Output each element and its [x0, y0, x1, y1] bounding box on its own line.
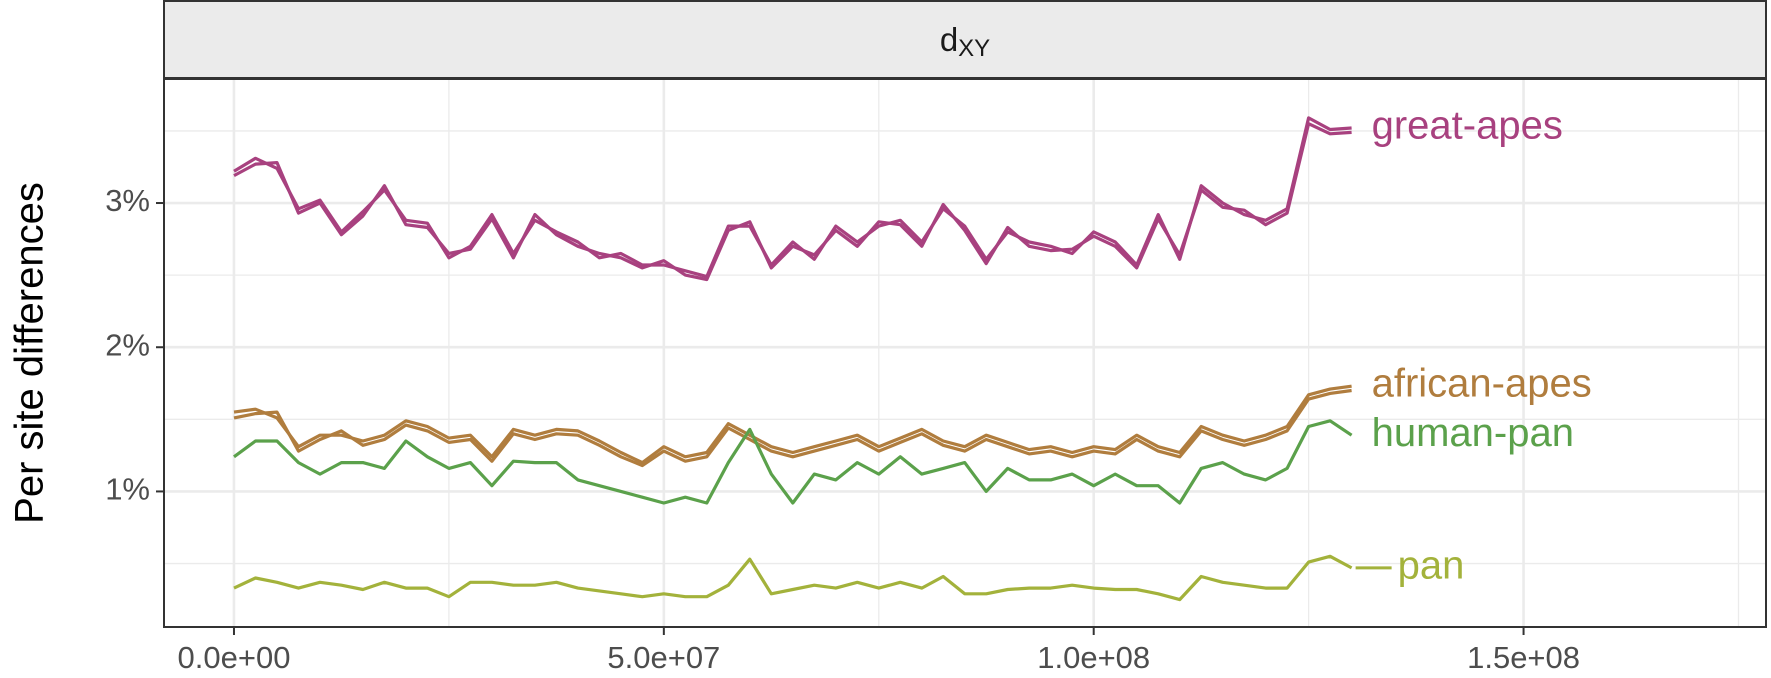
strip-text: d — [940, 21, 958, 58]
series-label: human-pan — [1372, 411, 1574, 455]
strip-subscript: XY — [958, 35, 990, 62]
panel-border — [163, 78, 1767, 628]
series-line — [233, 388, 1352, 468]
y-axis-title: Per site differences — [8, 182, 52, 524]
series-line — [233, 384, 1352, 465]
series-line — [233, 419, 1353, 505]
series-label: pan — [1398, 543, 1465, 587]
strip-label: dXY — [940, 21, 990, 63]
series-label: great-apes — [1372, 104, 1563, 148]
x-tick-label: 5.0e+07 — [607, 640, 720, 675]
strip — [163, 0, 1767, 79]
x-tick-label: 1.0e+08 — [1037, 640, 1150, 675]
y-tick-label: 2% — [105, 327, 150, 362]
series-line — [233, 116, 1352, 279]
y-tick-label: 3% — [105, 183, 150, 218]
series-line — [233, 122, 1352, 282]
series-line — [233, 554, 1353, 602]
series-label: african-apes — [1372, 362, 1592, 406]
x-tick-label: 0.0e+00 — [178, 640, 291, 675]
x-tick-label: 1.5e+08 — [1467, 640, 1580, 675]
y-tick-label: 1% — [105, 472, 150, 507]
